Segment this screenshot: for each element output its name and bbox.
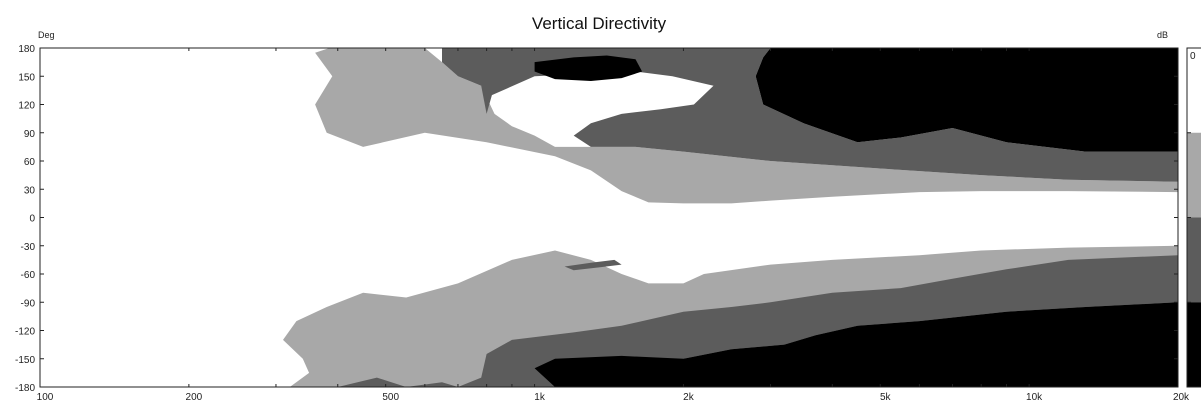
- y-axis: 180 150 120 90 60 30 0 -30 -60 -90 -120 -150 -180: [15, 44, 1178, 394]
- x-tick-label: 100: [37, 392, 54, 403]
- y-tick-label: -30: [21, 242, 36, 253]
- y-tick-label: 120: [18, 101, 35, 112]
- y-tick-label: -120: [15, 327, 35, 338]
- x-tick-label: 200: [186, 392, 203, 403]
- colorbar-segment: [1187, 132, 1201, 218]
- y-tick-label: 60: [24, 157, 36, 168]
- plot-area: [39, 47, 1179, 388]
- y-tick-label: -90: [21, 298, 36, 309]
- y-tick-label: 180: [18, 44, 35, 55]
- colorbar-segment: [1187, 48, 1201, 133]
- colorbar-segment: [1187, 302, 1201, 387]
- chart-title: Vertical Directivity: [532, 14, 667, 33]
- x-tick-label: 500: [382, 392, 399, 403]
- x-axis: 100 200 500 1k 2k 5k 10k 20k: [37, 48, 1190, 403]
- x-tick-label: 1k: [534, 392, 546, 403]
- contour-region-light-gray-upper: [315, 48, 1178, 204]
- x-tick-label: 5k: [880, 392, 892, 403]
- x-tick-label: 10k: [1026, 392, 1043, 403]
- colorbar-title: dB: [1157, 30, 1168, 40]
- colorbar-segment: [1187, 217, 1201, 303]
- contour-region-black-lower: [534, 302, 1178, 387]
- colorbar-tick-label: 0: [1190, 51, 1196, 62]
- x-tick-label: 20k: [1173, 392, 1190, 403]
- contour-region-black-upper-right: [755, 48, 1178, 152]
- y-tick-label: 0: [29, 214, 35, 225]
- colorbar: 0: [1186, 47, 1201, 388]
- contour-region-dark-gray-upper: [442, 48, 1178, 182]
- y-tick-label: 150: [18, 72, 35, 83]
- contour-region-dark-gray-lower: [337, 255, 1178, 387]
- y-tick-label: -150: [15, 355, 35, 366]
- y-tick-label: 30: [24, 185, 36, 196]
- contour-region-black-upper-island: [534, 55, 643, 81]
- y-axis-title: Deg: [38, 30, 55, 40]
- y-tick-label: 90: [24, 129, 36, 140]
- x-tick-label: 2k: [683, 392, 695, 403]
- y-tick-label: -180: [15, 383, 35, 394]
- y-tick-label: -60: [21, 270, 36, 281]
- contour-region-dark-gray-lower-island: [564, 259, 622, 271]
